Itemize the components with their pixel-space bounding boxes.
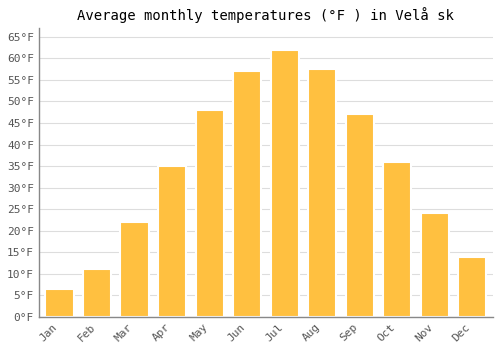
Bar bbox=[421, 214, 449, 317]
Bar bbox=[308, 69, 336, 317]
Bar bbox=[346, 114, 374, 317]
Bar bbox=[233, 71, 261, 317]
Bar bbox=[158, 166, 186, 317]
Bar bbox=[383, 162, 412, 317]
Bar bbox=[46, 289, 74, 317]
Title: Average monthly temperatures (°F ) in Velå sk: Average monthly temperatures (°F ) in Ve… bbox=[78, 7, 454, 23]
Bar bbox=[120, 222, 148, 317]
Bar bbox=[270, 50, 299, 317]
Bar bbox=[196, 110, 224, 317]
Bar bbox=[458, 257, 486, 317]
Bar bbox=[83, 270, 111, 317]
